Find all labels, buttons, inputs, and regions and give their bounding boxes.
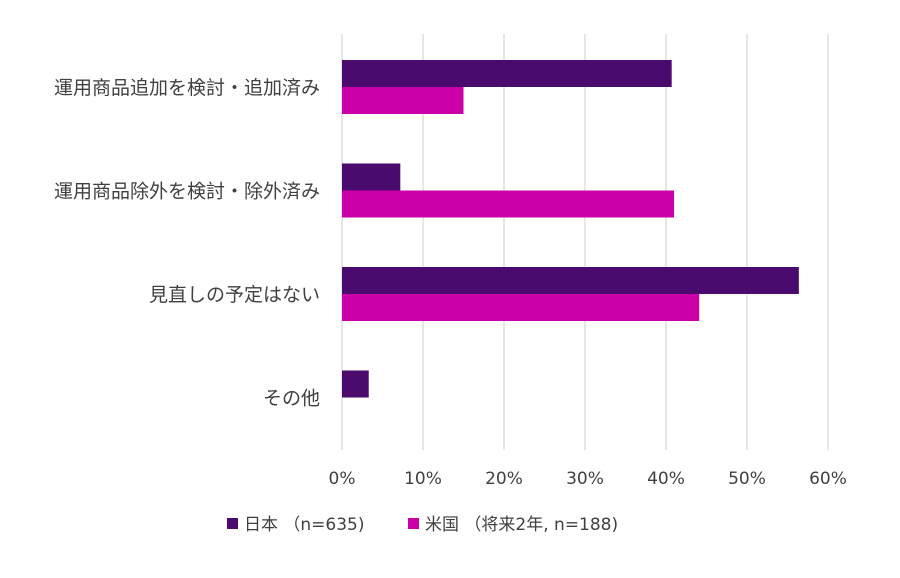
category-label-2: 見直しの予定はない [149, 284, 320, 306]
bar-s0-c0 [342, 60, 672, 87]
tick-label-60: 60% [809, 469, 847, 489]
bar-s1-c1 [342, 190, 675, 218]
legend-swatch-0 [227, 518, 238, 529]
x-axis-tick-labels: 0% 10% 20% 30% 40% 50% 60% [329, 469, 847, 489]
bars [342, 60, 799, 398]
category-label-0: 運用商品追加を検討・追加済み [54, 77, 320, 99]
bar-s0-c2 [342, 267, 799, 294]
tick-label-10: 10% [404, 469, 442, 489]
legend-swatch-1 [408, 518, 419, 529]
bar-s0-c3 [342, 370, 369, 398]
category-label-3: その他 [263, 388, 320, 410]
tick-label-30: 30% [566, 469, 604, 489]
bar-s1-c2 [342, 294, 700, 321]
tick-label-20: 20% [485, 469, 523, 489]
bar-s0-c1 [342, 163, 401, 191]
category-label-1: 運用商品除外を検討・除外済み [54, 181, 320, 203]
legend-label-1: 米国 （将来2年, n=188) [425, 515, 618, 535]
tick-label-0: 0% [329, 469, 356, 489]
tick-label-50: 50% [728, 469, 766, 489]
tick-label-40: 40% [647, 469, 685, 489]
legend: 日本 （n=635) 米国 （将来2年, n=188) [227, 515, 618, 535]
legend-label-0: 日本 （n=635) [244, 515, 365, 535]
bar-s1-c0 [342, 87, 464, 114]
